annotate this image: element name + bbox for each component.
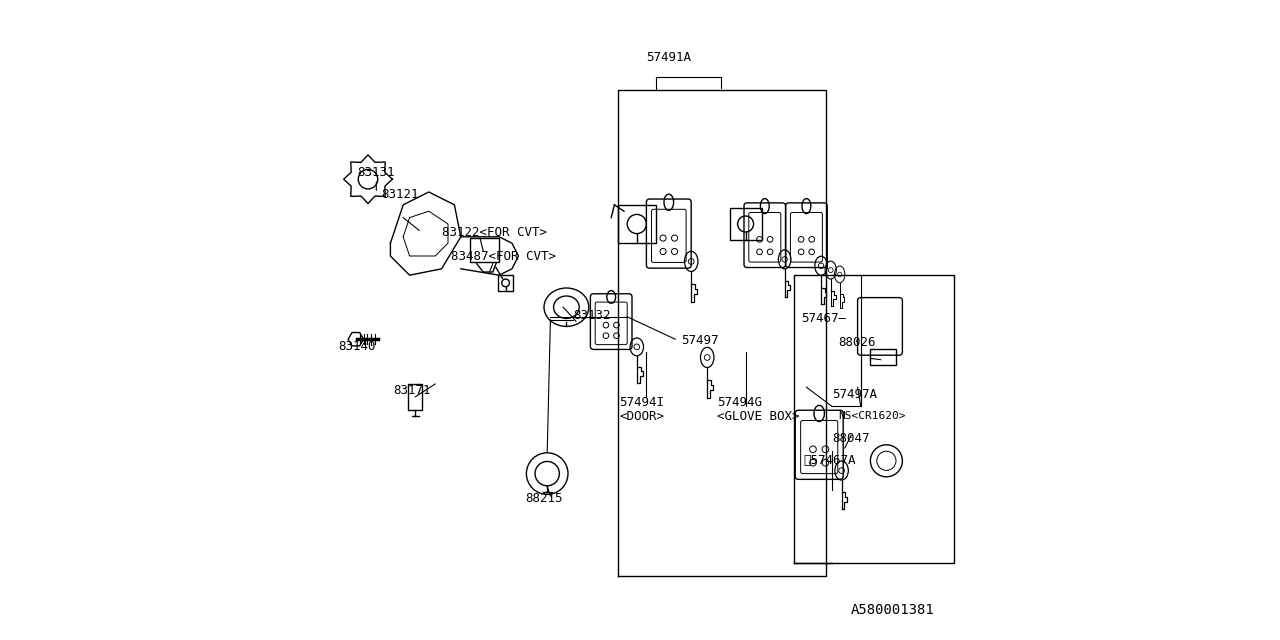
Bar <box>730 208 762 240</box>
Text: 57497: 57497 <box>681 334 719 348</box>
Bar <box>498 275 513 291</box>
Text: <DOOR>: <DOOR> <box>620 410 664 424</box>
Text: 83487<FOR CVT>: 83487<FOR CVT> <box>452 250 557 263</box>
Text: 83132: 83132 <box>573 308 611 322</box>
Text: 57494G: 57494G <box>717 396 762 410</box>
Text: ⁔57467A: ⁔57467A <box>804 454 856 467</box>
Bar <box>408 384 422 410</box>
Text: 57494I: 57494I <box>620 396 664 410</box>
Text: 83122<FOR CVT>: 83122<FOR CVT> <box>442 225 547 239</box>
Text: <GLOVE BOX>: <GLOVE BOX> <box>717 410 799 424</box>
Bar <box>471 238 499 262</box>
Text: 83121: 83121 <box>381 188 419 202</box>
Text: 57491A: 57491A <box>646 51 691 64</box>
Text: 83140: 83140 <box>338 340 375 353</box>
Text: 83131: 83131 <box>357 166 394 179</box>
Text: 57467—: 57467— <box>801 312 846 325</box>
Text: NS<CR1620>: NS<CR1620> <box>838 412 906 421</box>
Text: 88215: 88215 <box>525 492 562 506</box>
Bar <box>870 349 896 365</box>
Text: 88026: 88026 <box>838 335 876 349</box>
Text: 57497A: 57497A <box>832 388 877 401</box>
Text: 88047: 88047 <box>832 431 869 445</box>
Text: A580001381: A580001381 <box>851 604 934 618</box>
Text: 83171: 83171 <box>394 383 431 397</box>
Bar <box>617 205 655 243</box>
